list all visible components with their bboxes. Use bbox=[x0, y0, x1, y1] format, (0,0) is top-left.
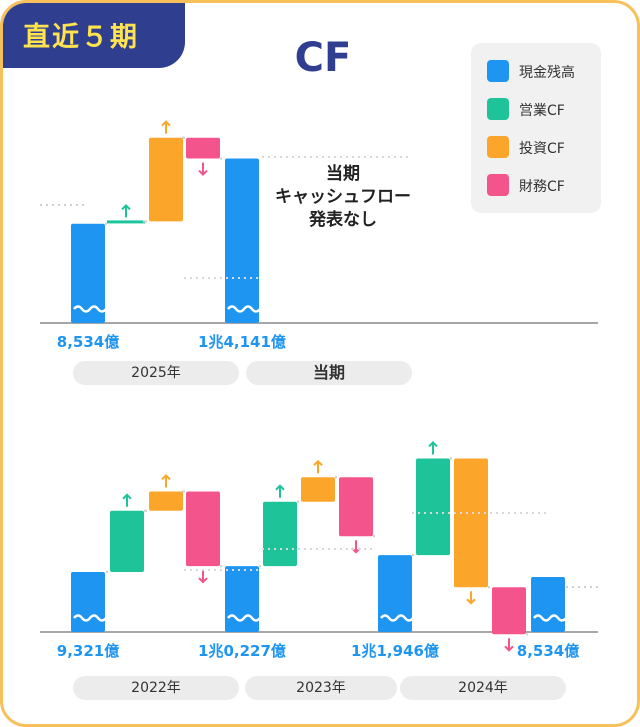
balance-value-label: 1兆0,227億 bbox=[198, 642, 286, 660]
financing-bar bbox=[339, 477, 373, 537]
balance-bar bbox=[531, 577, 565, 632]
legend-label: 営業CF bbox=[519, 103, 565, 119]
period-label: 2024年 bbox=[400, 676, 566, 700]
note-line: 発表なし bbox=[309, 210, 377, 230]
legend-label: 財務CF bbox=[519, 179, 565, 195]
balance-value-label: 8,534億 bbox=[57, 333, 119, 351]
legend-swatch bbox=[487, 98, 509, 120]
badge-label: 直近５期 bbox=[23, 22, 139, 53]
arrow-up-icon bbox=[313, 459, 323, 466]
wave-icon bbox=[73, 614, 107, 622]
legend-swatch bbox=[487, 60, 509, 82]
wave-icon bbox=[227, 305, 261, 313]
balance-value-label: 9,321億 bbox=[57, 642, 119, 660]
balance-bar bbox=[225, 566, 259, 632]
financing-bar bbox=[186, 137, 220, 159]
financing-bar bbox=[492, 587, 526, 635]
operating-bar bbox=[107, 220, 145, 224]
investing-bar bbox=[454, 458, 488, 588]
balance-bar bbox=[225, 158, 259, 323]
financing-bar bbox=[186, 491, 220, 567]
arrow-up-icon bbox=[161, 474, 171, 481]
arrow-up-icon bbox=[161, 120, 171, 127]
period-label: 2023年 bbox=[245, 676, 397, 700]
arrow-down-icon bbox=[198, 169, 208, 176]
period-label: 2022年 bbox=[73, 676, 239, 700]
balance-value-label: 8,534億 bbox=[517, 642, 579, 660]
chart-title: CF bbox=[294, 35, 352, 81]
legend-label: 現金残高 bbox=[519, 65, 575, 81]
arrow-up-icon bbox=[122, 493, 132, 500]
arrow-down-icon bbox=[466, 598, 476, 605]
balance-bar bbox=[378, 555, 412, 632]
arrow-up-icon bbox=[428, 441, 438, 448]
wave-icon bbox=[533, 614, 567, 622]
operating-bar bbox=[263, 501, 297, 567]
operating-bar bbox=[416, 458, 450, 556]
note-line: キャッシュフロー bbox=[275, 187, 411, 207]
arrow-down-icon bbox=[198, 577, 208, 584]
period-label: 2025年 bbox=[73, 361, 239, 385]
balance-value-label: 1兆4,141億 bbox=[198, 333, 286, 351]
wave-icon bbox=[73, 305, 107, 313]
investing-bar bbox=[301, 477, 335, 502]
no-data-note: 当期 キャッシュフロー 発表なし bbox=[273, 163, 413, 232]
wave-icon bbox=[380, 614, 414, 622]
period-label: 当期 bbox=[246, 361, 412, 385]
legend-swatch bbox=[487, 136, 509, 158]
balance-value-label: 1兆1,946億 bbox=[351, 642, 439, 660]
legend-swatch bbox=[487, 174, 509, 196]
operating-bar bbox=[110, 510, 144, 572]
balance-bar bbox=[71, 223, 105, 323]
investing-bar bbox=[149, 491, 183, 511]
note-line: 当期 bbox=[326, 164, 360, 184]
investing-bar bbox=[149, 137, 183, 222]
wave-icon bbox=[227, 614, 261, 622]
arrow-up-icon bbox=[275, 484, 285, 491]
period-badge: 直近５期 bbox=[3, 3, 185, 68]
balance-bar bbox=[71, 571, 105, 632]
legend-label: 投資CF bbox=[519, 141, 565, 157]
arrow-up-icon bbox=[121, 204, 131, 211]
arrow-down-icon bbox=[504, 645, 514, 652]
legend: 現金残高 営業CF 投資CF 財務CF bbox=[471, 43, 601, 213]
